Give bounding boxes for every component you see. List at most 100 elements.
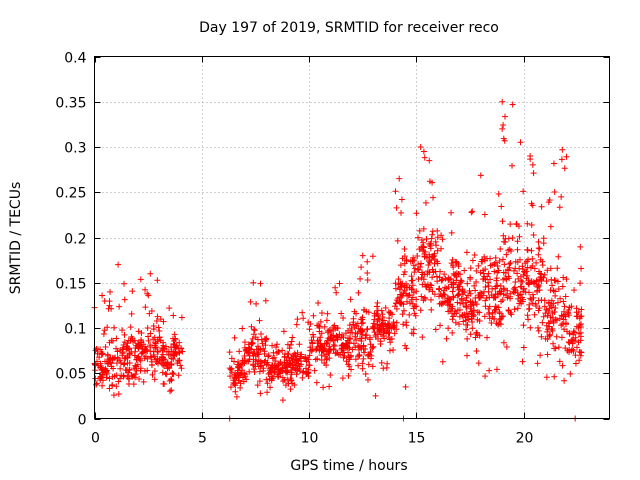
data-point xyxy=(249,340,256,347)
data-point xyxy=(459,286,466,293)
data-point xyxy=(322,353,329,360)
data-point xyxy=(317,342,324,349)
data-point xyxy=(156,334,163,341)
data-point xyxy=(547,302,554,309)
data-point xyxy=(423,236,430,243)
data-point xyxy=(496,320,503,327)
data-point xyxy=(274,341,281,348)
data-point xyxy=(305,366,312,373)
data-point xyxy=(257,280,264,287)
data-point xyxy=(462,317,469,324)
data-point xyxy=(248,341,255,348)
data-point xyxy=(455,263,462,270)
data-point xyxy=(500,313,507,320)
data-point xyxy=(563,153,570,160)
data-point xyxy=(396,286,403,293)
data-point xyxy=(97,360,104,367)
data-point xyxy=(416,246,423,253)
data-point xyxy=(105,305,112,312)
data-point xyxy=(538,203,545,210)
data-point xyxy=(571,287,578,294)
data-point xyxy=(559,283,566,290)
data-point xyxy=(153,359,160,366)
data-point xyxy=(296,365,303,372)
data-point xyxy=(525,256,532,263)
data-point xyxy=(514,270,521,277)
data-point xyxy=(446,301,453,308)
x-tick-label: 0 xyxy=(91,431,100,447)
data-point xyxy=(500,232,507,239)
data-point xyxy=(573,344,580,351)
data-point xyxy=(473,267,480,274)
data-point xyxy=(493,277,500,284)
data-point xyxy=(529,255,536,262)
data-point xyxy=(503,251,510,258)
x-tick-label: 10 xyxy=(301,431,319,447)
data-point xyxy=(368,352,375,359)
data-point xyxy=(553,333,560,340)
data-point xyxy=(429,288,436,295)
data-point xyxy=(318,310,325,317)
data-point xyxy=(137,357,144,364)
data-point xyxy=(356,343,363,350)
data-point xyxy=(469,257,476,264)
data-point xyxy=(292,353,299,360)
data-point xyxy=(135,344,142,351)
data-point xyxy=(282,369,289,376)
data-point xyxy=(448,281,455,288)
data-point xyxy=(453,259,460,266)
data-point xyxy=(252,358,259,365)
data-point xyxy=(142,346,149,353)
data-point xyxy=(439,236,446,243)
data-point xyxy=(539,262,546,269)
data-point xyxy=(526,301,533,308)
data-point xyxy=(286,345,293,352)
data-point xyxy=(547,223,554,230)
data-point xyxy=(484,334,491,341)
data-point xyxy=(463,294,470,301)
data-point xyxy=(362,332,369,339)
data-point xyxy=(496,316,503,323)
data-point xyxy=(483,295,490,302)
data-point xyxy=(327,372,334,379)
data-point xyxy=(161,345,168,352)
y-tick-label: 0.25 xyxy=(55,186,86,202)
data-point xyxy=(173,342,180,349)
data-point xyxy=(507,295,514,302)
data-point xyxy=(525,280,532,287)
data-point xyxy=(392,188,399,195)
data-point xyxy=(500,285,507,292)
data-point xyxy=(537,352,544,359)
data-point xyxy=(418,237,425,244)
data-point xyxy=(377,326,384,333)
data-point xyxy=(500,238,507,245)
data-point xyxy=(531,281,538,288)
data-point xyxy=(324,339,331,346)
data-point xyxy=(489,313,496,320)
data-point xyxy=(548,276,555,283)
data-point xyxy=(398,209,405,216)
data-point xyxy=(380,317,387,324)
data-point xyxy=(386,336,393,343)
data-point xyxy=(434,247,441,254)
data-point xyxy=(482,297,489,304)
data-point xyxy=(576,357,583,364)
data-point xyxy=(378,359,385,366)
data-point xyxy=(408,273,415,280)
data-point xyxy=(232,388,239,395)
data-point xyxy=(456,321,463,328)
data-point xyxy=(367,334,374,341)
data-point xyxy=(492,254,499,261)
axis-ticks xyxy=(94,56,610,420)
data-point xyxy=(246,368,253,375)
data-point xyxy=(397,280,404,287)
data-point xyxy=(138,329,145,336)
data-point xyxy=(348,366,355,373)
data-point xyxy=(505,273,512,280)
data-point xyxy=(257,390,264,397)
data-point xyxy=(261,336,268,343)
data-point xyxy=(481,211,488,218)
data-point xyxy=(324,310,331,317)
data-point xyxy=(435,286,442,293)
y-tick-label: 0.35 xyxy=(55,96,86,112)
